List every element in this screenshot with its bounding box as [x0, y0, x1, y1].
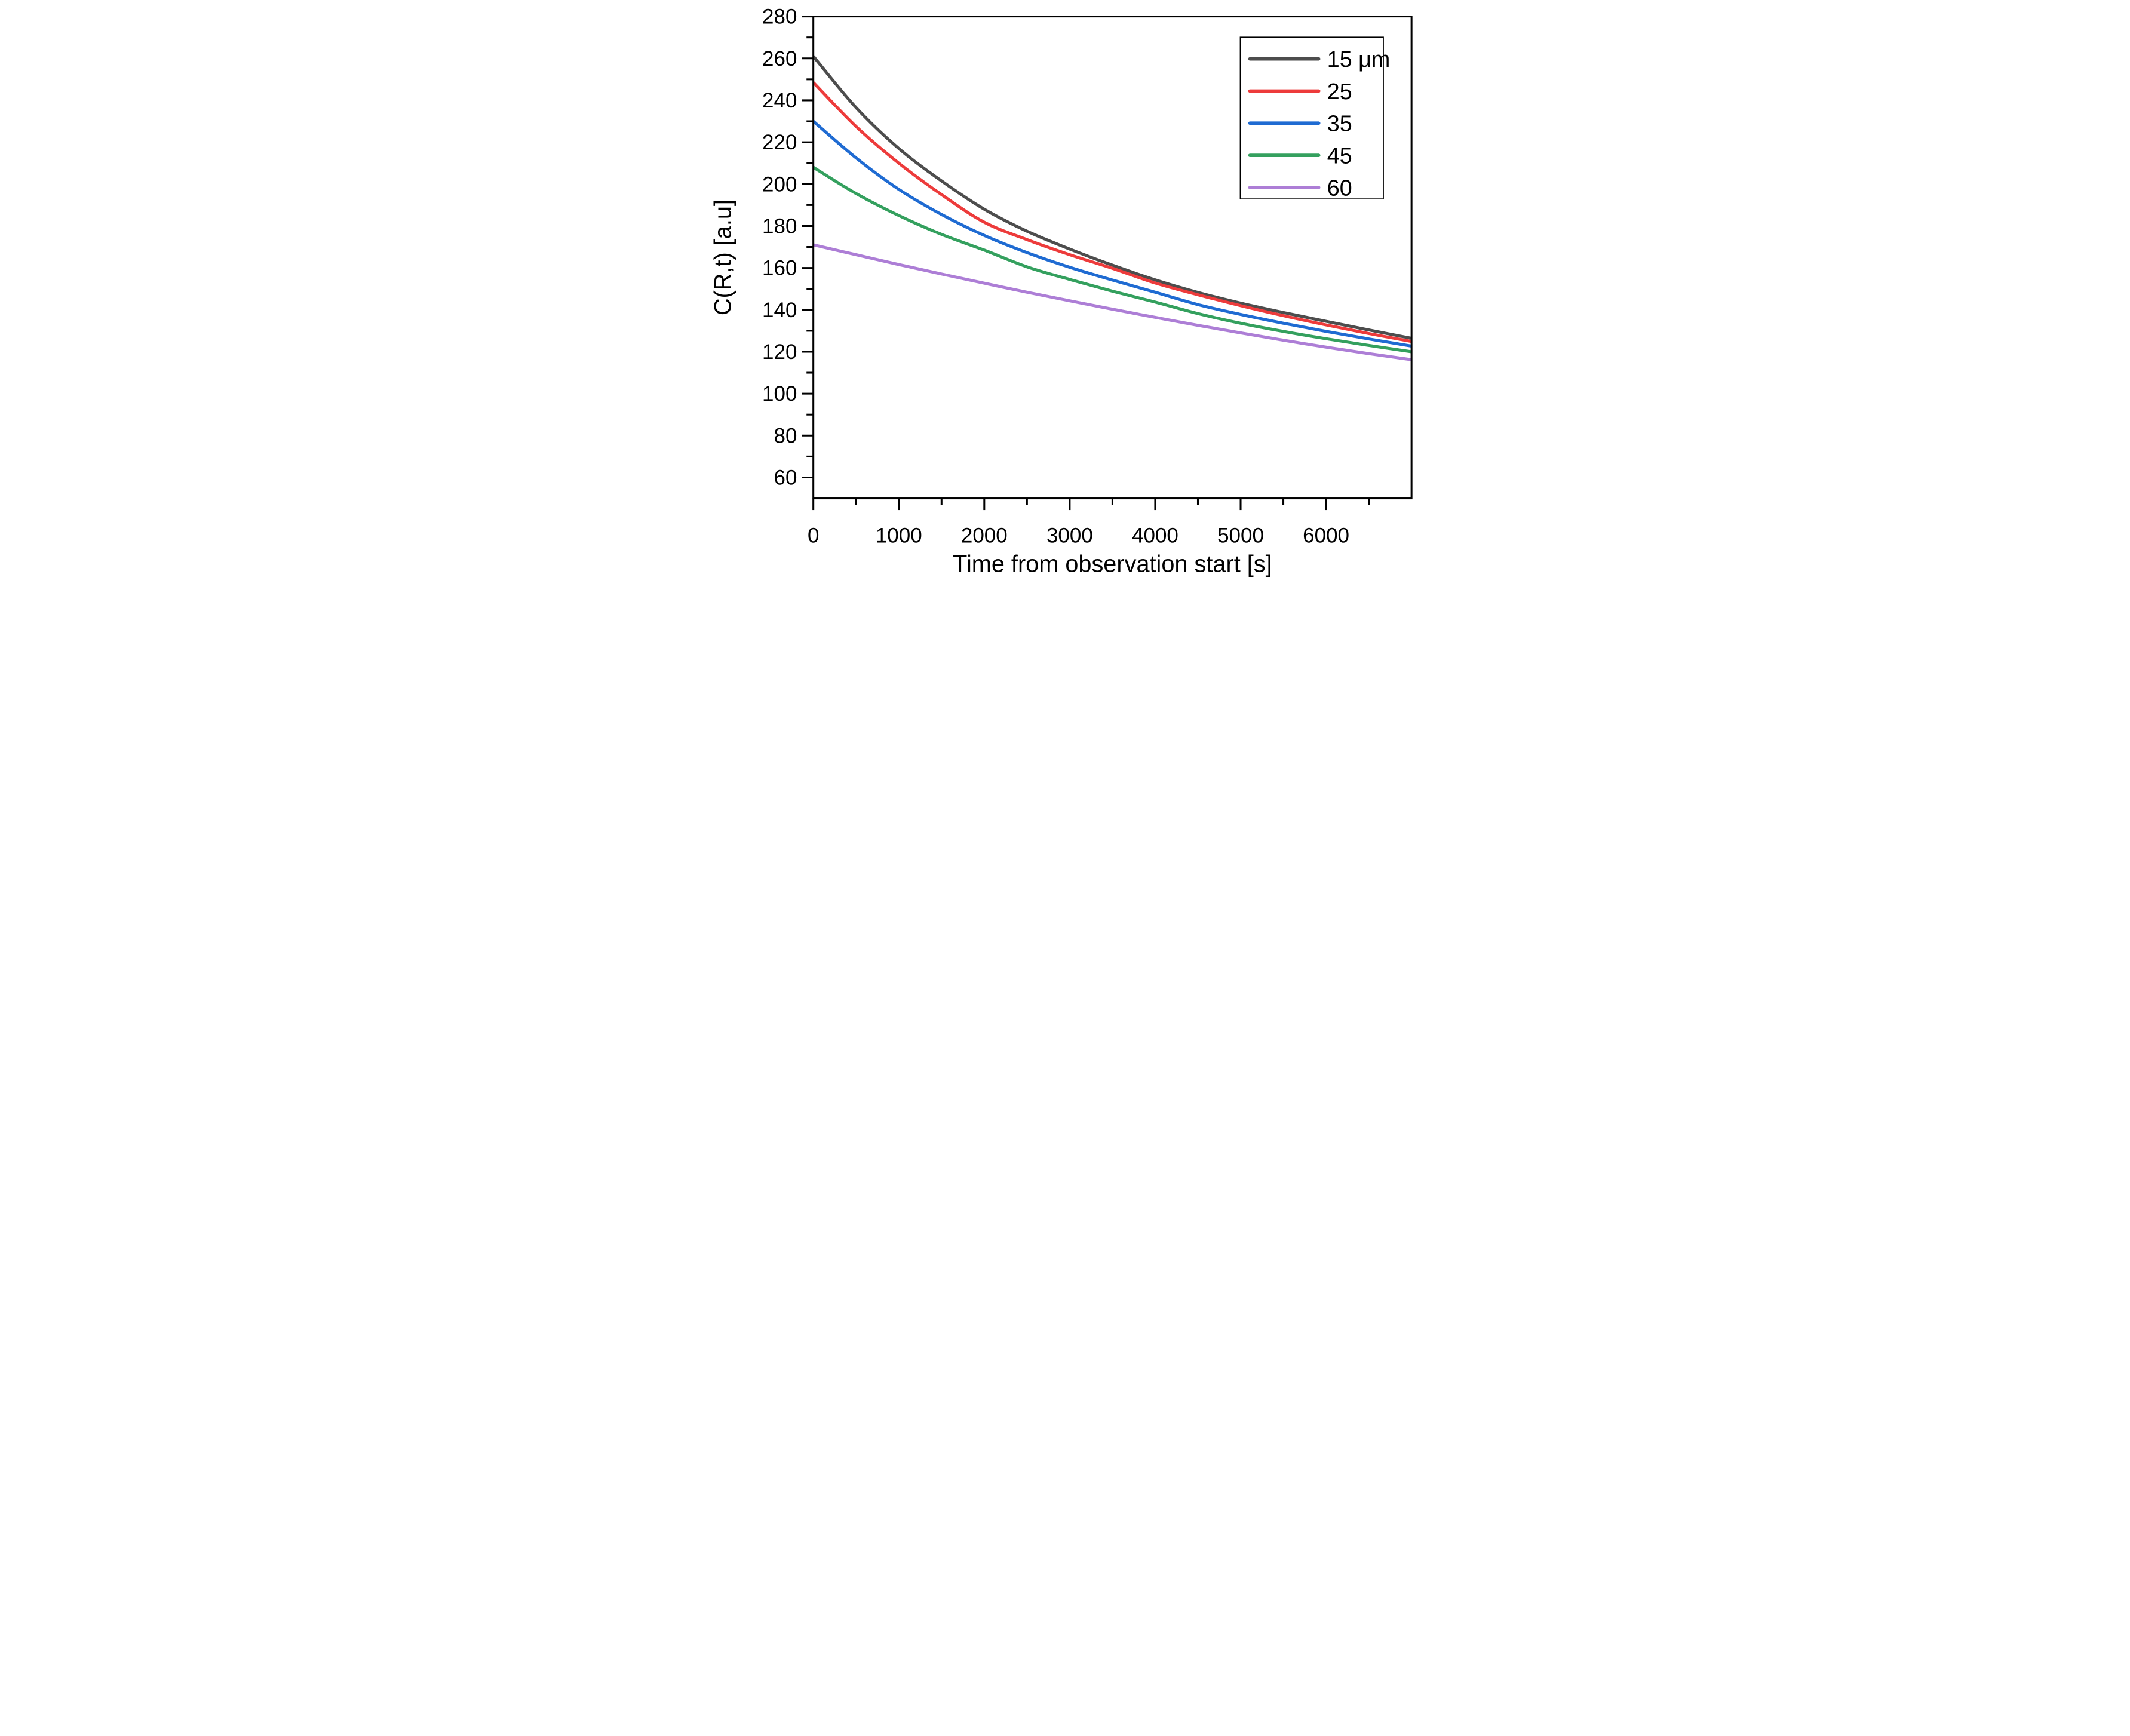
- series-line-15-um: [813, 55, 1412, 340]
- y-tick-label: 100: [762, 382, 797, 405]
- y-tick-label: 260: [762, 47, 797, 70]
- legend-label: 60: [1327, 175, 1352, 200]
- legend-box: [1239, 36, 1384, 199]
- y-tick-label: 200: [762, 173, 797, 196]
- x-tick-label: 5000: [1217, 524, 1264, 548]
- line-chart-canvas: 0 1000 2000 3000 4000 5000 6000 60 80 100 120 140 16…: [707, 0, 1423, 585]
- x-tick-label: 0: [808, 524, 819, 548]
- legend-label: 15 μm: [1327, 47, 1390, 72]
- plot-frame: [812, 16, 1413, 500]
- y-tick-label: 240: [762, 89, 797, 112]
- legend-label: 35: [1327, 111, 1352, 136]
- x-axis-title: Time from observation start [s]: [953, 551, 1272, 577]
- series-line-60: [813, 243, 1412, 361]
- series-line-45: [813, 166, 1412, 354]
- y-tick-label: 60: [774, 466, 797, 490]
- x-tick-label: 4000: [1132, 524, 1178, 548]
- series-line-25: [813, 81, 1412, 343]
- x-tick-label: 2000: [961, 524, 1008, 548]
- y-tick-label: 180: [762, 215, 797, 238]
- legend-label: 45: [1327, 143, 1352, 168]
- y-tick-label: 280: [762, 5, 797, 29]
- x-tick-label: 3000: [1046, 524, 1093, 548]
- y-tick-label: 220: [762, 131, 797, 154]
- y-axis-title: C(R,t) [a.u]: [710, 199, 736, 315]
- y-tick-label: 80: [774, 424, 797, 447]
- y-tick-label: 160: [762, 257, 797, 280]
- x-tick-label: 6000: [1303, 524, 1349, 548]
- legend-label: 25: [1327, 79, 1352, 104]
- y-tick-label: 120: [762, 340, 797, 364]
- figure: 0 1000 2000 3000 4000 5000 6000 60 80 100 120 140 16…: [707, 0, 1423, 585]
- series-line-35: [813, 120, 1412, 348]
- x-tick-label: 1000: [876, 524, 922, 548]
- y-tick-label: 140: [762, 299, 797, 322]
